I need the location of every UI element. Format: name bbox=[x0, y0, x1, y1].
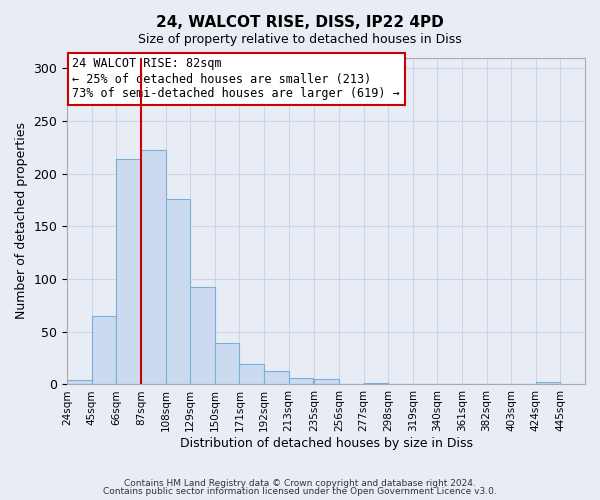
Bar bbox=[536, 382, 560, 384]
Bar bbox=[67, 380, 92, 384]
Text: Contains public sector information licensed under the Open Government Licence v3: Contains public sector information licen… bbox=[103, 487, 497, 496]
Text: Contains HM Land Registry data © Crown copyright and database right 2024.: Contains HM Land Registry data © Crown c… bbox=[124, 478, 476, 488]
Bar bbox=[239, 364, 264, 384]
Bar bbox=[215, 344, 239, 384]
Bar bbox=[314, 379, 339, 384]
Bar bbox=[190, 288, 215, 384]
Bar bbox=[92, 316, 116, 384]
Text: Size of property relative to detached houses in Diss: Size of property relative to detached ho… bbox=[138, 32, 462, 46]
Text: 24 WALCOT RISE: 82sqm
← 25% of detached houses are smaller (213)
73% of semi-det: 24 WALCOT RISE: 82sqm ← 25% of detached … bbox=[73, 58, 400, 100]
Y-axis label: Number of detached properties: Number of detached properties bbox=[15, 122, 28, 320]
Text: 24, WALCOT RISE, DISS, IP22 4PD: 24, WALCOT RISE, DISS, IP22 4PD bbox=[156, 15, 444, 30]
Bar bbox=[141, 150, 166, 384]
Bar bbox=[289, 378, 313, 384]
Bar bbox=[264, 370, 289, 384]
Bar bbox=[116, 159, 141, 384]
Bar bbox=[166, 199, 190, 384]
X-axis label: Distribution of detached houses by size in Diss: Distribution of detached houses by size … bbox=[179, 437, 473, 450]
